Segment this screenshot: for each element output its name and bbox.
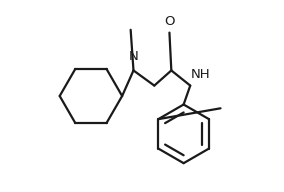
Text: O: O bbox=[164, 15, 175, 28]
Text: NH: NH bbox=[191, 68, 211, 81]
Text: N: N bbox=[129, 50, 138, 63]
